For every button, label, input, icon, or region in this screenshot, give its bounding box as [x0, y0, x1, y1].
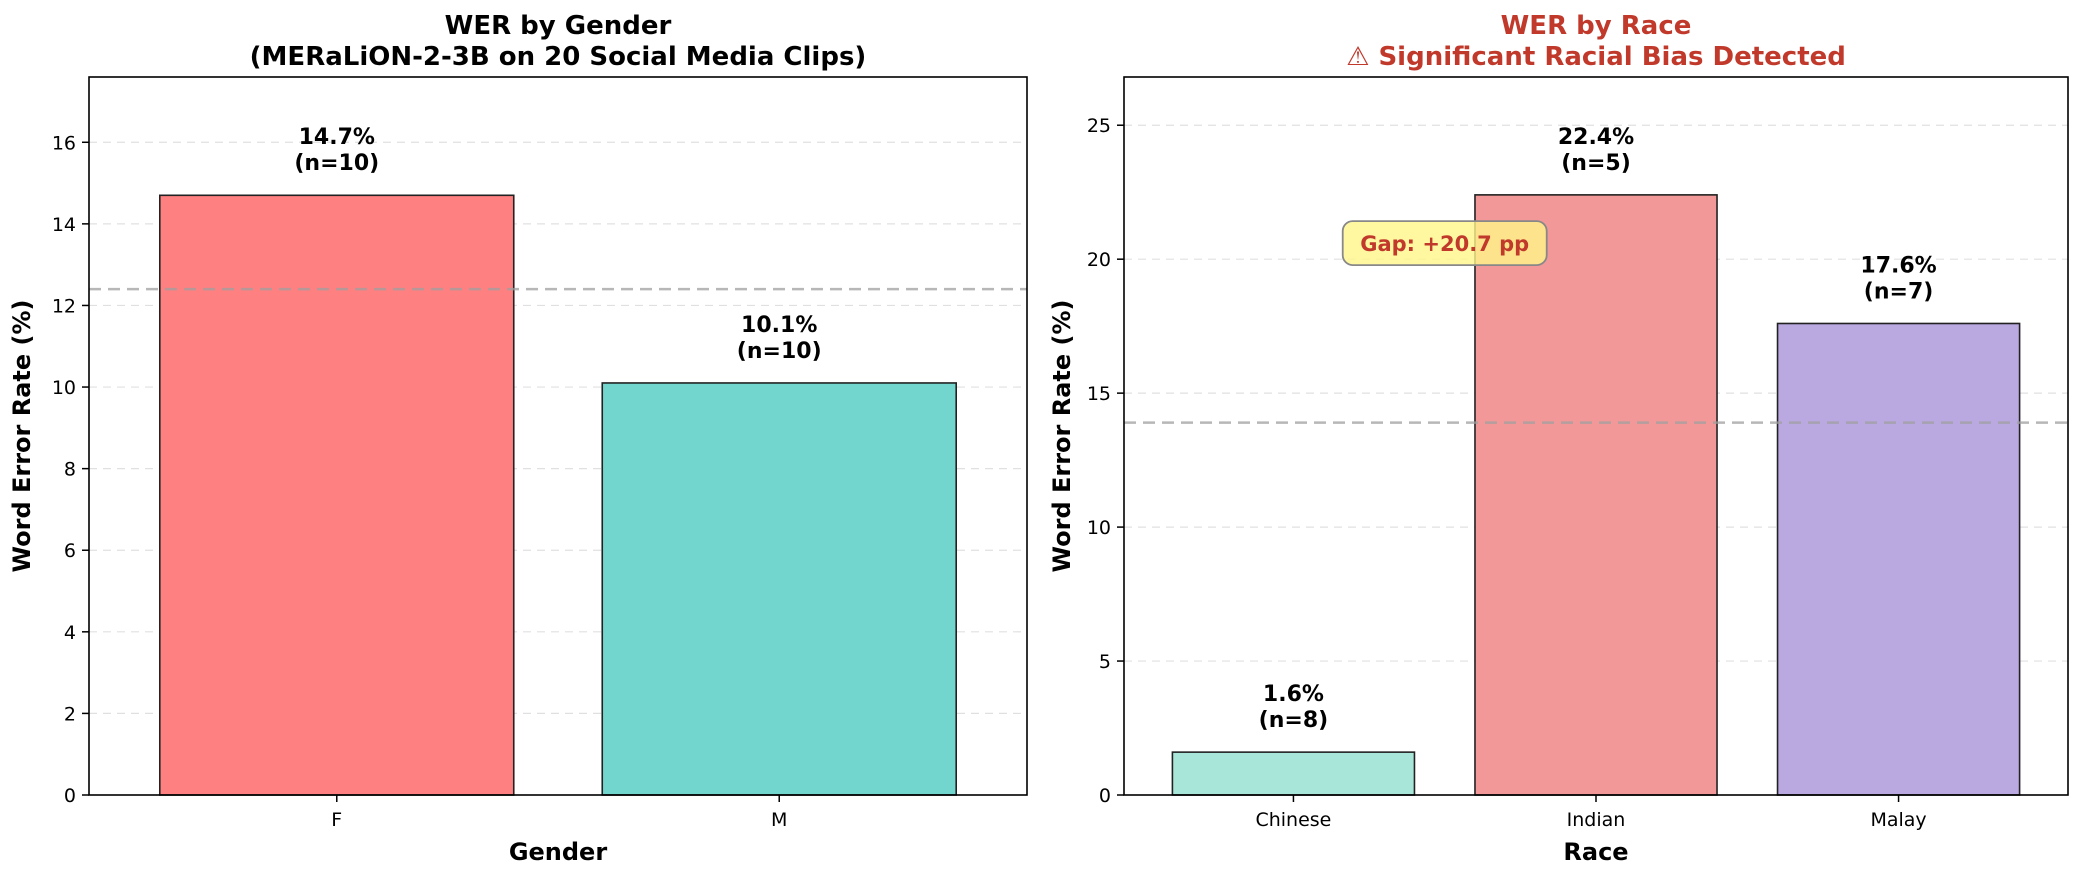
race-xtick-label: Chinese: [1255, 809, 1331, 831]
race-value-label: 1.6%: [1263, 682, 1324, 707]
race-value-label: 22.4%: [1558, 125, 1634, 150]
gender-count-label: (n=10): [294, 151, 379, 176]
race-chart-title: ⚠ Significant Racial Bias Detected: [1346, 42, 1846, 72]
gender-x-axis-label: Gender: [509, 838, 608, 866]
gender-ytick-label: 14: [52, 214, 76, 236]
gender-plot-frame: [88, 76, 1028, 796]
gender-bar-m: [601, 382, 958, 796]
race-count-label: (n=5): [1561, 151, 1631, 176]
race-ytick-label: 25: [1087, 115, 1111, 137]
race-y-axis-label: Word Error Rate (%): [1048, 300, 1076, 573]
race-chart-title: WER by Race: [1501, 11, 1692, 41]
gender-value-label: 10.1%: [741, 313, 817, 338]
gender-ytick-label: 8: [64, 459, 76, 481]
gender-xtick-label: M: [771, 809, 787, 831]
gender-ytick-label: 0: [64, 785, 76, 807]
gender-count-label: (n=10): [737, 339, 822, 364]
gender-ytick-label: 6: [64, 540, 76, 562]
race-xtick-label: Malay: [1870, 809, 1926, 831]
race-xtick-label: Indian: [1567, 809, 1626, 831]
race-x-axis-label: Race: [1563, 838, 1628, 866]
race-plot-frame: [1123, 76, 2069, 796]
gender-ytick-label: 2: [64, 703, 76, 725]
race-ytick-label: 20: [1087, 249, 1111, 271]
race-bar-chinese: [1171, 751, 1416, 796]
gender-value-label: 14.7%: [299, 125, 375, 150]
gender-bar-f: [158, 194, 515, 796]
gap-annotation-box: [1341, 220, 1548, 267]
race-ytick-label: 0: [1099, 785, 1111, 807]
gender-chart-title: (MERaLiON-2-3B on 20 Social Media Clips): [250, 42, 867, 72]
gap-annotation-text: Gap: +20.7 pp: [1360, 232, 1529, 256]
race-ytick-label: 5: [1099, 651, 1111, 673]
race-ytick-label: 10: [1087, 517, 1111, 539]
race-count-label: (n=7): [1864, 279, 1934, 304]
gender-ytick-label: 4: [64, 622, 76, 644]
race-count-label: (n=8): [1259, 708, 1329, 733]
gender-ytick-label: 10: [52, 377, 76, 399]
gender-ytick-label: 12: [52, 295, 76, 317]
gender-ytick-label: 16: [52, 132, 76, 154]
race-ytick-label: 15: [1087, 383, 1111, 405]
gender-xtick-label: F: [331, 809, 342, 831]
gender-chart-title: WER by Gender: [445, 11, 672, 41]
race-bar-indian: [1474, 194, 1718, 796]
race-value-label: 17.6%: [1860, 253, 1936, 278]
gender-y-axis-label: Word Error Rate (%): [8, 300, 36, 573]
race-bar-malay: [1776, 322, 2021, 796]
